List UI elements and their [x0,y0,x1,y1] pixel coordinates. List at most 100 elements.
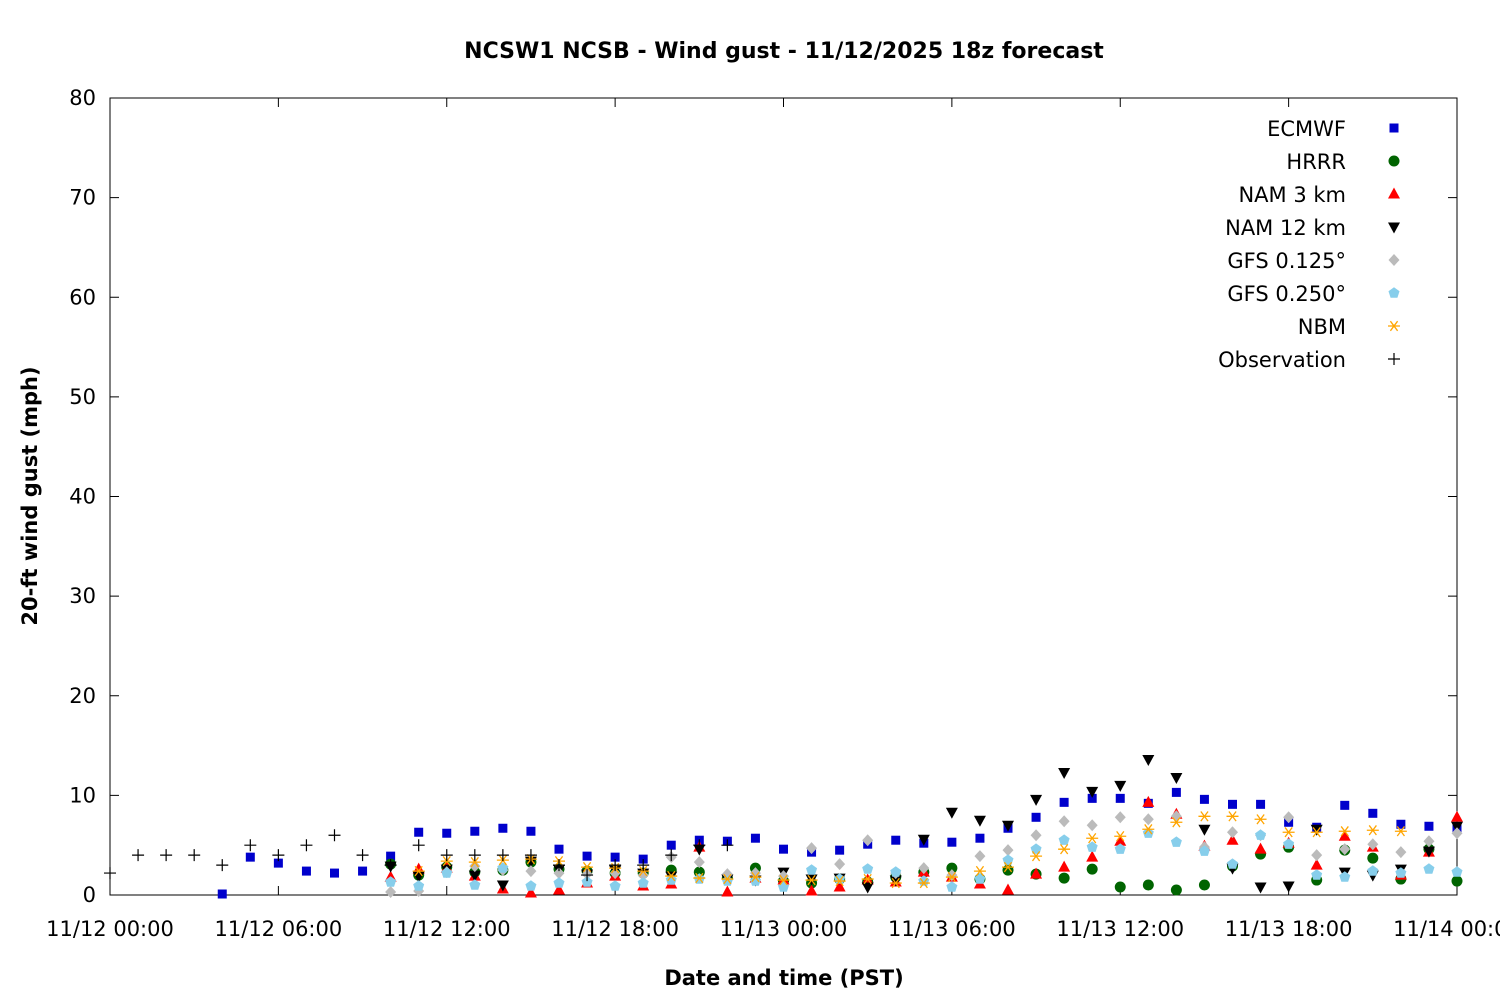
data-point [328,829,341,842]
data-point [665,849,678,862]
data-point [385,876,397,887]
data-point [637,877,649,888]
data-point [609,867,621,880]
data-point [1030,867,1043,879]
data-point [1340,800,1350,810]
data-point [1142,827,1154,838]
data-point [496,849,509,862]
data-point [468,856,481,868]
data-point [468,849,481,862]
data-point [1395,867,1407,878]
data-point [1282,881,1295,893]
data-point [1256,799,1266,809]
data-point [1423,835,1435,848]
y-tick-label: 70 [69,186,96,210]
x-tick-label: 11/12 18:00 [551,917,679,941]
legend-marker [1388,287,1400,298]
data-point [412,865,425,877]
data-point [861,882,874,894]
data-point [581,861,594,873]
y-axis-label: 20-ft wind gust (mph) [18,366,42,625]
data-point [524,849,537,862]
data-point [1226,811,1239,822]
data-point [469,879,481,890]
data-point [1311,849,1323,862]
data-point [441,867,453,878]
data-point [1030,850,1043,862]
data-point [1058,872,1070,884]
legend-label: ECMWF [1267,117,1346,141]
data-point [1086,863,1098,875]
data-point [468,870,481,882]
data-point [1282,827,1295,838]
data-point [1030,843,1042,854]
data-point [581,869,594,882]
data-point [1338,826,1351,837]
data-point [1198,879,1210,891]
data-point [1002,854,1014,865]
data-point [1451,866,1463,877]
data-point [553,883,565,895]
data-point [442,828,452,838]
data-point [413,880,425,891]
data-point [918,862,930,875]
data-point [582,851,592,861]
data-point [721,885,734,897]
data-point [1114,834,1127,846]
data-point [272,849,285,862]
legend-marker [1388,155,1400,167]
data-point [1451,827,1463,840]
data-point [1199,794,1209,804]
legend-marker [1389,123,1399,133]
data-point [1339,843,1351,856]
data-point [721,868,733,881]
data-point [974,850,986,863]
data-point [1170,772,1183,784]
data-point [1031,812,1041,822]
data-point [1339,871,1351,882]
data-point [1114,780,1127,792]
data-point [1226,833,1239,845]
data-point [749,871,762,883]
data-point [1198,845,1210,856]
data-point [1394,826,1407,837]
data-point [975,833,985,843]
legend-marker [1388,254,1400,266]
y-tick-label: 0 [83,883,96,907]
data-point [945,807,958,819]
x-tick-label: 11/13 12:00 [1056,917,1184,941]
legend-marker [1388,222,1400,234]
y-tick-label: 50 [69,385,96,409]
data-point [1142,755,1155,767]
data-point [1395,846,1407,859]
data-point [1451,810,1463,822]
x-tick-label: 11/12 12:00 [383,917,511,941]
data-point [918,875,930,886]
data-point [974,873,986,884]
y-tick-label: 40 [69,485,96,509]
data-point [1002,861,1014,873]
data-point [1254,882,1267,894]
x-tick-label: 11/13 06:00 [888,917,1016,941]
legend-marker [1388,320,1400,332]
data-point [609,859,622,872]
data-point [1228,799,1237,809]
data-point [862,834,874,847]
data-point [356,849,369,862]
data-point [1424,821,1434,831]
y-tick-label: 10 [69,783,96,807]
data-point [1338,829,1351,841]
data-point [244,839,257,852]
data-point [1114,811,1126,824]
legend-label: HRRR [1286,150,1346,174]
data-point [946,881,958,892]
data-point [330,868,339,878]
legend-marker [1388,187,1400,199]
data-point [1115,793,1125,803]
data-point [1310,858,1323,870]
data-point [693,839,706,852]
data-point [806,864,818,875]
data-point [721,873,734,885]
data-point [525,880,537,891]
